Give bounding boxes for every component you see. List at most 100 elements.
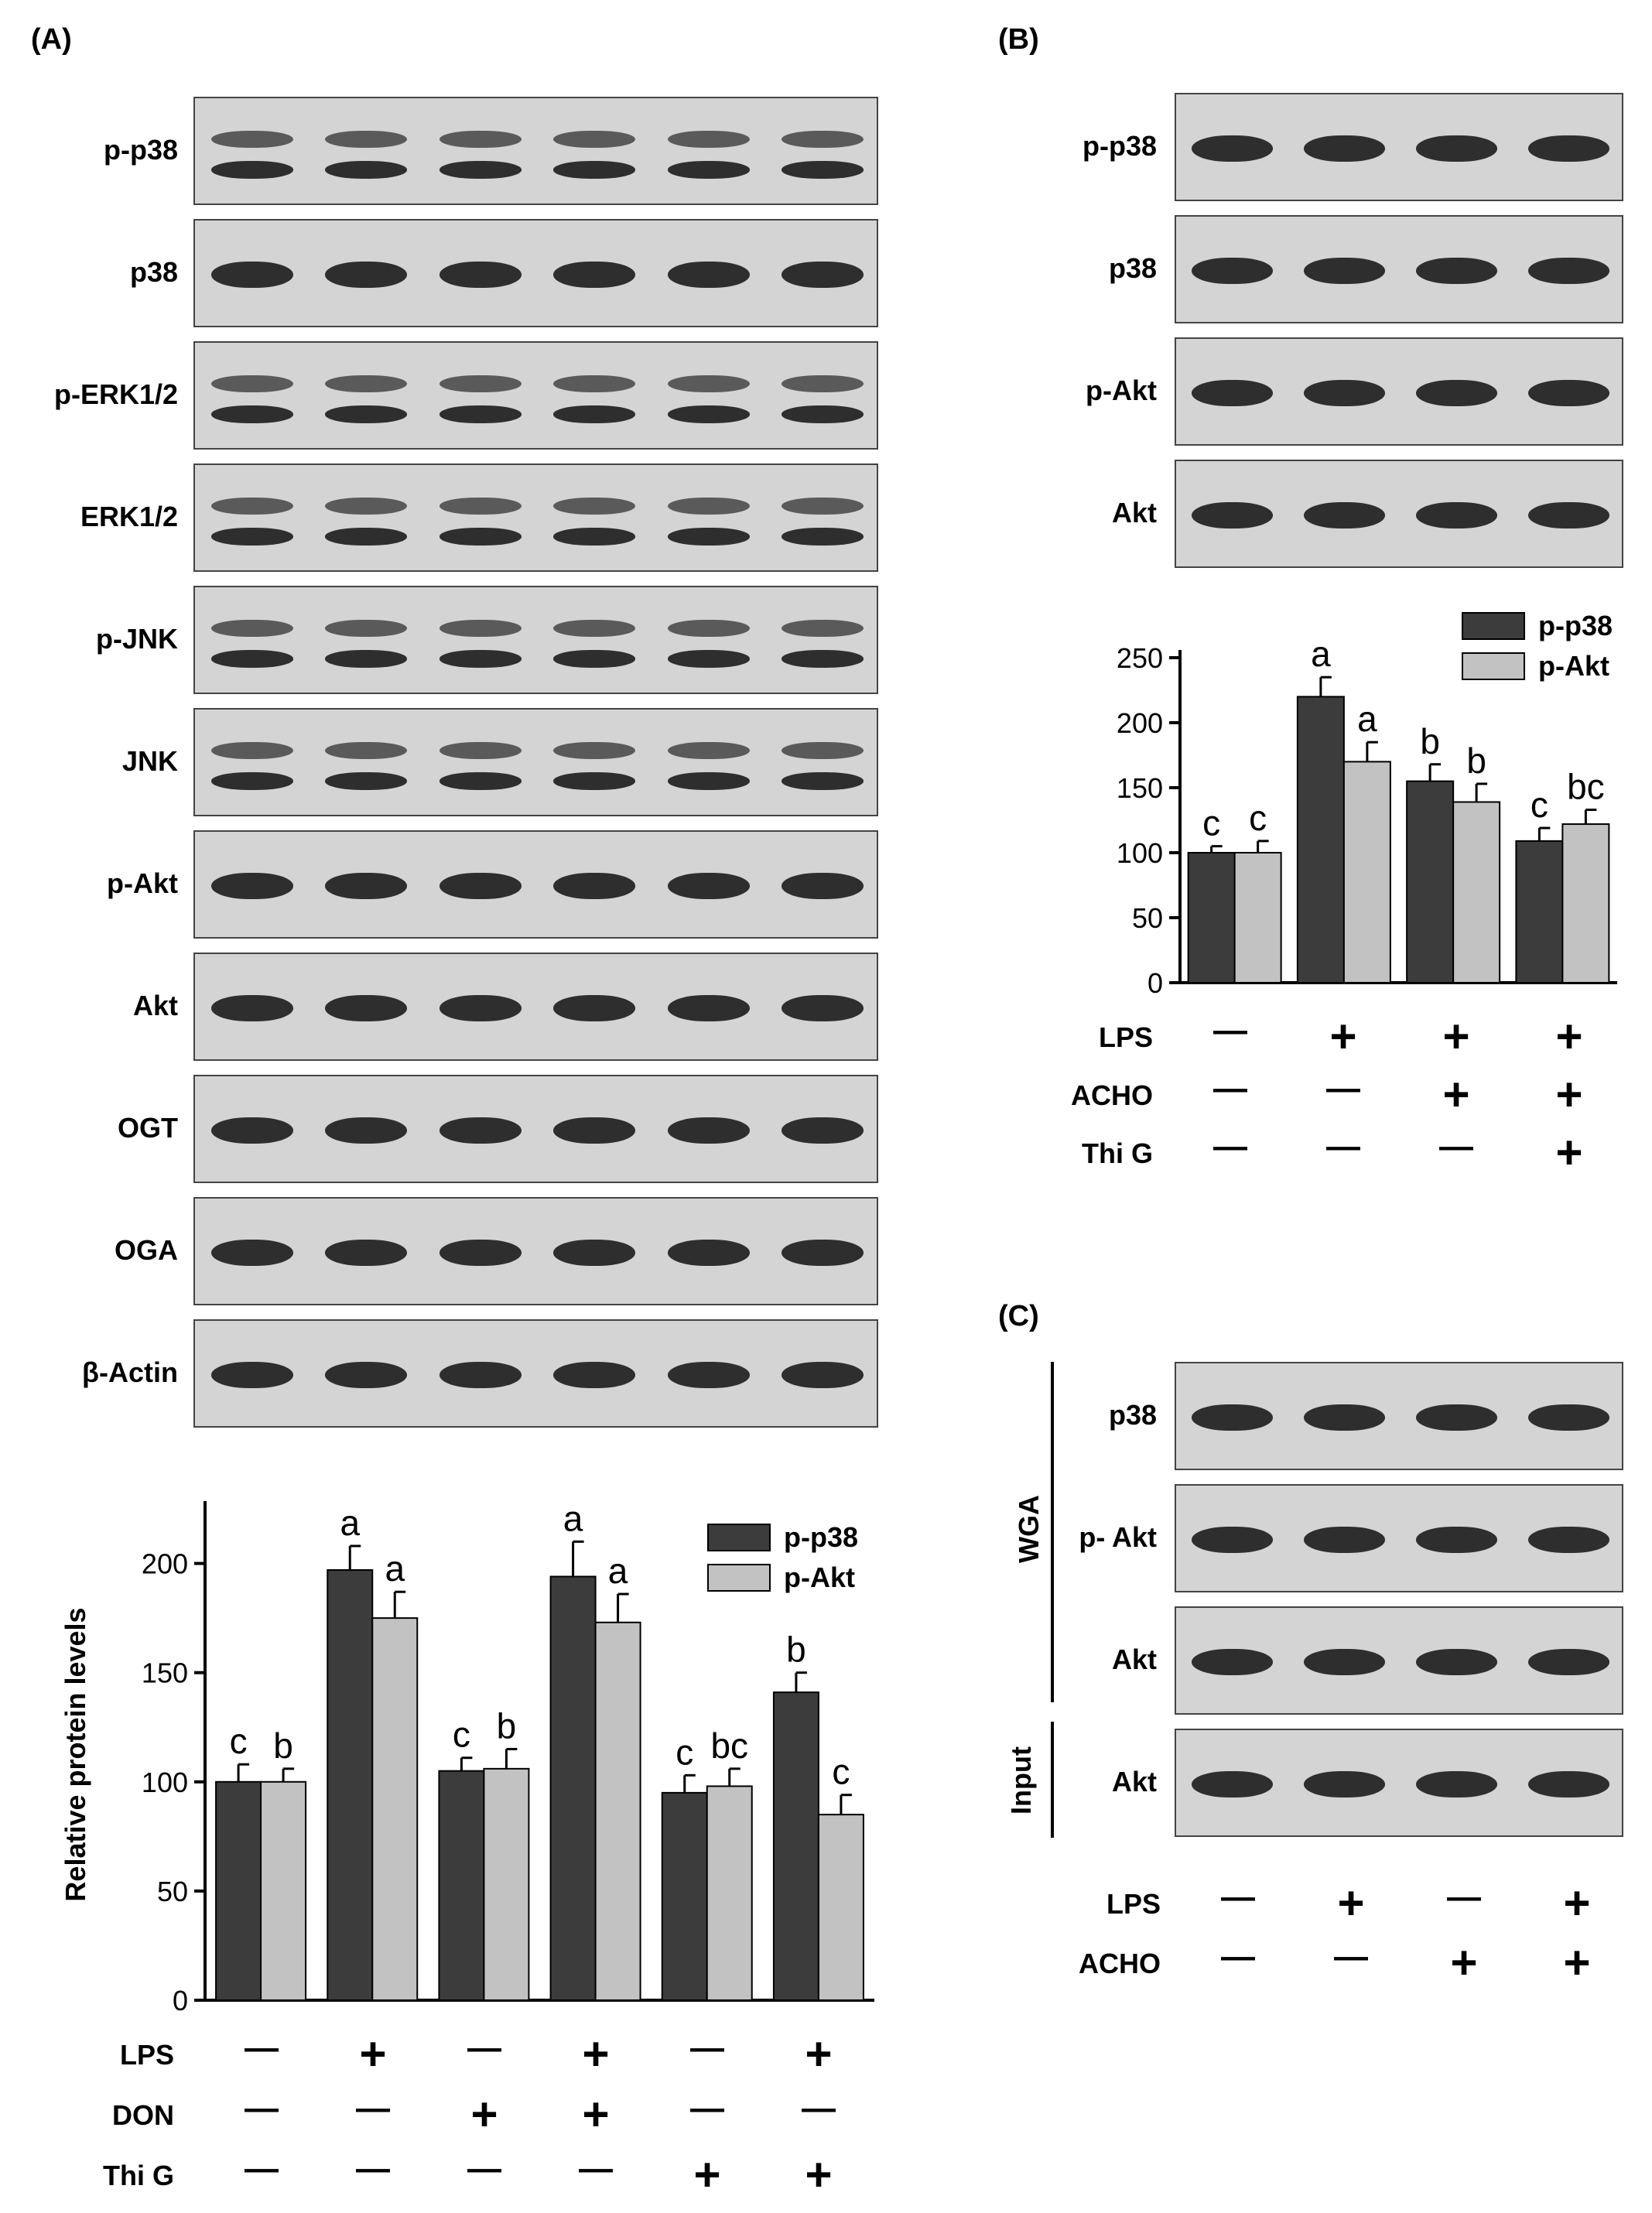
band	[1192, 1649, 1273, 1675]
bar-p-Akt	[483, 1767, 530, 2001]
band	[667, 742, 750, 760]
band	[667, 873, 750, 899]
blot-strip-C-0	[1175, 1362, 1623, 1470]
blot-label-A-3: ERK1/2	[80, 501, 178, 532]
minus-sign: —	[245, 2089, 279, 2127]
band	[1192, 380, 1273, 406]
band	[1416, 380, 1497, 406]
bar-p-p38	[1296, 696, 1345, 984]
band	[782, 405, 864, 423]
minus-sign: —	[1213, 1011, 1247, 1049]
input-label: Input	[1005, 1746, 1037, 1815]
band	[210, 498, 293, 515]
band	[325, 620, 408, 638]
band	[667, 1362, 750, 1388]
legend-label: p-Akt	[1538, 650, 1609, 682]
band	[1528, 502, 1609, 528]
significance-letter: b	[786, 1630, 806, 1670]
minus-sign: —	[356, 2150, 390, 2187]
blot-strip-A-1	[193, 219, 878, 327]
band	[782, 498, 864, 515]
band	[439, 620, 522, 638]
band	[1416, 1649, 1497, 1675]
blot-strip-C-1	[1175, 1484, 1623, 1592]
minus-sign: —	[1221, 1938, 1255, 1975]
minus-sign: —	[1447, 1878, 1481, 1916]
significance-letter: b	[497, 1705, 517, 1746]
legend-label: p-p38	[1538, 610, 1613, 641]
band	[210, 995, 293, 1021]
band	[325, 772, 408, 790]
blot-label-C-0: p38	[1108, 1399, 1157, 1431]
plus-sign: +	[582, 2088, 610, 2140]
blot-label-C-3: Akt	[1111, 1766, 1157, 1797]
blot-label-A-7: Akt	[132, 990, 178, 1021]
significance-letter: bc	[1567, 767, 1605, 807]
minus-sign: —	[1213, 1069, 1247, 1107]
bar-p-Akt	[1342, 761, 1391, 983]
band	[553, 375, 636, 393]
band	[667, 161, 750, 179]
band	[553, 1240, 636, 1266]
blot-label-B-3: Akt	[1111, 497, 1157, 528]
minus-sign: —	[690, 2089, 724, 2127]
band	[325, 742, 408, 760]
band	[1528, 258, 1609, 284]
plus-sign: +	[1329, 1011, 1357, 1062]
blot-label-B-2: p-Akt	[1086, 375, 1157, 406]
band	[553, 262, 636, 288]
band	[210, 262, 293, 288]
band	[1416, 135, 1497, 162]
blot-strip-B-3	[1175, 460, 1623, 568]
minus-sign: —	[802, 2089, 836, 2127]
treatment-label-C: LPS	[1106, 1888, 1161, 1920]
band	[1304, 1771, 1385, 1797]
blot-strip-C-2	[1175, 1606, 1623, 1715]
band	[325, 262, 408, 288]
plus-sign: +	[805, 2028, 833, 2080]
minus-sign: —	[245, 2029, 279, 2067]
blot-strip-A-7	[193, 953, 878, 1061]
band	[667, 620, 750, 638]
band	[1304, 1649, 1385, 1675]
plus-sign: +	[1563, 1937, 1591, 1989]
significance-letter: b	[273, 1726, 293, 1766]
band	[782, 375, 864, 393]
band	[553, 131, 636, 149]
blot-label-A-8: OGT	[118, 1112, 178, 1144]
blot-label-A-0: p-p38	[103, 134, 178, 166]
minus-sign: —	[467, 2029, 501, 2067]
blot-strip-C-3	[1175, 1729, 1623, 1837]
band	[1528, 1649, 1609, 1675]
band	[210, 742, 293, 760]
band	[439, 262, 522, 288]
band	[1528, 1527, 1609, 1553]
plus-sign: +	[1555, 1011, 1583, 1062]
band	[210, 873, 293, 899]
band	[553, 498, 636, 515]
blot-strip-A-3	[193, 463, 878, 572]
band	[1416, 502, 1497, 528]
y-tick-label: 200	[1117, 707, 1163, 739]
bar-p-p38	[438, 1770, 485, 2001]
significance-letter: a	[1357, 699, 1377, 739]
band	[667, 528, 750, 546]
band	[1192, 258, 1273, 284]
blot-strip-A-4	[193, 586, 878, 694]
minus-sign: —	[245, 2150, 279, 2187]
y-tick-label: 100	[142, 1767, 188, 1798]
band	[782, 131, 864, 149]
significance-letter: c	[1202, 803, 1220, 843]
bar-p-Akt	[706, 1785, 753, 2001]
band	[1304, 1404, 1385, 1431]
band	[439, 375, 522, 393]
blot-strip-A-8	[193, 1075, 878, 1183]
bar-p-Akt	[594, 1621, 641, 2001]
blot-strip-A-5	[193, 708, 878, 816]
significance-letter: a	[608, 1551, 628, 1591]
treatment-label-B: Thi G	[1082, 1137, 1153, 1169]
band	[1416, 1771, 1497, 1797]
blot-strip-A-2	[193, 341, 878, 450]
legend-swatch	[1462, 612, 1525, 640]
wga-label: WGA	[1013, 1495, 1045, 1563]
